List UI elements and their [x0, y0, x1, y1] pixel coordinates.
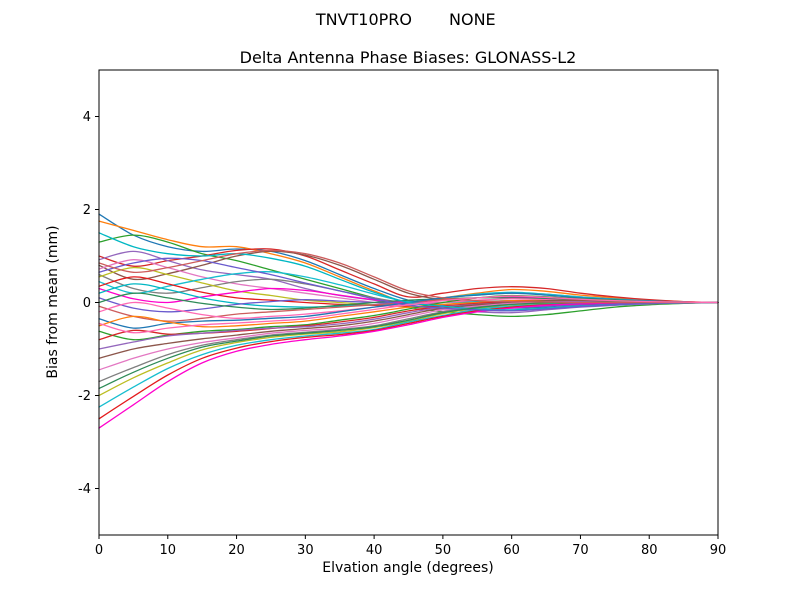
figure-suptitle-left: TNVT10PRO	[315, 10, 412, 29]
y-tick-label: -2	[78, 389, 91, 404]
series-line	[98, 295, 719, 334]
x-tick-label: 0	[95, 543, 103, 558]
x-tick-label: 50	[435, 543, 452, 558]
figure-suptitle-right: NONE	[449, 10, 496, 29]
series-line	[98, 248, 719, 304]
chart-title: Delta Antenna Phase Biases: GLONASS-L2	[240, 48, 577, 67]
x-tick-label: 20	[228, 543, 245, 558]
y-axis-label: Bias from mean (mm)	[45, 225, 61, 378]
x-tick-label: 80	[641, 543, 658, 558]
x-tick-label: 60	[503, 543, 520, 558]
x-tick-label: 10	[160, 543, 177, 558]
x-tick-label: 70	[572, 543, 589, 558]
series-line	[98, 249, 719, 304]
y-tick-label: -4	[78, 482, 91, 497]
x-tick-label: 40	[366, 543, 383, 558]
series-line	[98, 301, 719, 390]
x-axis-label: Elvation angle (degrees)	[322, 560, 493, 576]
x-tick-label: 30	[297, 543, 314, 558]
y-tick-label: 0	[83, 296, 91, 311]
y-tick-label: 4	[83, 110, 91, 125]
x-tick-label: 90	[710, 543, 727, 558]
y-tick-label: 2	[83, 203, 91, 218]
series-line	[98, 213, 719, 309]
ticks-group: 0 10 20 30 40 50 60 70 80 90 -4 -2 0 2 4	[78, 110, 726, 558]
series-group	[98, 213, 719, 429]
